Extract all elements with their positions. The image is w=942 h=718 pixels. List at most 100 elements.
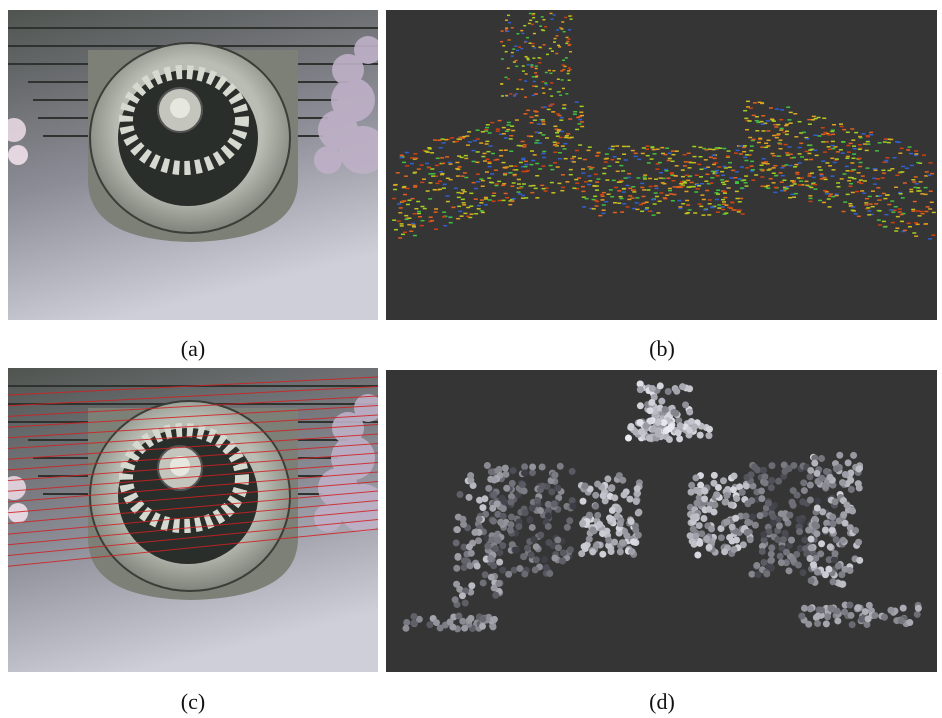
point — [617, 181, 621, 183]
point — [516, 33, 519, 35]
point — [549, 88, 552, 90]
point — [398, 212, 402, 214]
point — [725, 181, 729, 183]
point — [646, 189, 650, 191]
point — [757, 512, 764, 519]
point — [829, 527, 836, 534]
point — [400, 155, 404, 157]
point — [485, 141, 489, 143]
point — [480, 579, 487, 586]
point — [849, 183, 853, 185]
point — [723, 197, 727, 199]
point — [863, 143, 867, 145]
point — [694, 191, 698, 193]
point — [559, 94, 562, 96]
point — [560, 131, 564, 133]
point — [693, 156, 697, 158]
point — [646, 145, 650, 147]
point — [392, 198, 396, 200]
point — [746, 101, 750, 103]
point — [827, 543, 834, 550]
point — [899, 193, 903, 195]
point — [563, 148, 567, 150]
point — [403, 194, 407, 196]
point — [635, 509, 642, 516]
point — [855, 466, 862, 473]
point — [839, 149, 843, 151]
point — [887, 139, 891, 141]
point — [854, 213, 858, 215]
point — [878, 142, 882, 144]
point — [675, 150, 679, 152]
point — [705, 432, 712, 439]
point — [716, 193, 720, 195]
point — [599, 551, 606, 558]
point — [768, 462, 775, 469]
point — [555, 544, 562, 551]
point — [715, 170, 719, 172]
point — [489, 505, 496, 512]
point — [488, 162, 492, 164]
point — [655, 419, 662, 426]
point — [479, 615, 486, 622]
point — [502, 200, 506, 202]
point — [414, 208, 418, 210]
point — [491, 477, 498, 484]
point — [722, 166, 726, 168]
point — [697, 432, 704, 439]
point — [792, 196, 796, 198]
point — [487, 161, 491, 163]
point — [795, 561, 802, 568]
point — [823, 190, 827, 192]
point — [431, 175, 435, 177]
point — [659, 192, 663, 194]
point — [830, 158, 834, 160]
point — [699, 169, 703, 171]
point — [556, 113, 560, 115]
point — [806, 473, 813, 480]
point — [485, 171, 489, 173]
point — [715, 172, 719, 174]
point — [585, 198, 589, 200]
point — [811, 460, 818, 467]
point — [807, 153, 811, 155]
point — [751, 464, 758, 471]
point — [458, 166, 462, 168]
point — [613, 202, 617, 204]
point — [830, 175, 834, 177]
point — [421, 220, 425, 222]
point — [569, 51, 572, 53]
point — [503, 485, 510, 492]
point — [456, 192, 460, 194]
point — [673, 186, 677, 188]
point — [858, 158, 862, 160]
point — [538, 62, 541, 64]
point — [413, 185, 417, 187]
point — [567, 73, 570, 75]
point — [775, 478, 782, 485]
point — [640, 187, 644, 189]
point — [519, 481, 526, 488]
point — [835, 158, 839, 160]
point — [663, 154, 667, 156]
point — [733, 537, 740, 544]
point — [433, 619, 440, 626]
point — [392, 219, 396, 221]
point — [780, 109, 784, 111]
point — [461, 564, 468, 571]
point — [496, 466, 503, 473]
point — [507, 78, 510, 80]
point — [731, 170, 735, 172]
point — [604, 158, 608, 160]
photo-a — [2, 10, 387, 320]
point — [807, 467, 814, 474]
point — [831, 169, 835, 171]
point — [682, 401, 689, 408]
point — [876, 187, 880, 189]
point — [471, 529, 478, 536]
point — [533, 47, 536, 49]
point — [460, 193, 464, 195]
point — [743, 110, 747, 112]
point — [476, 129, 480, 131]
point — [430, 168, 434, 170]
